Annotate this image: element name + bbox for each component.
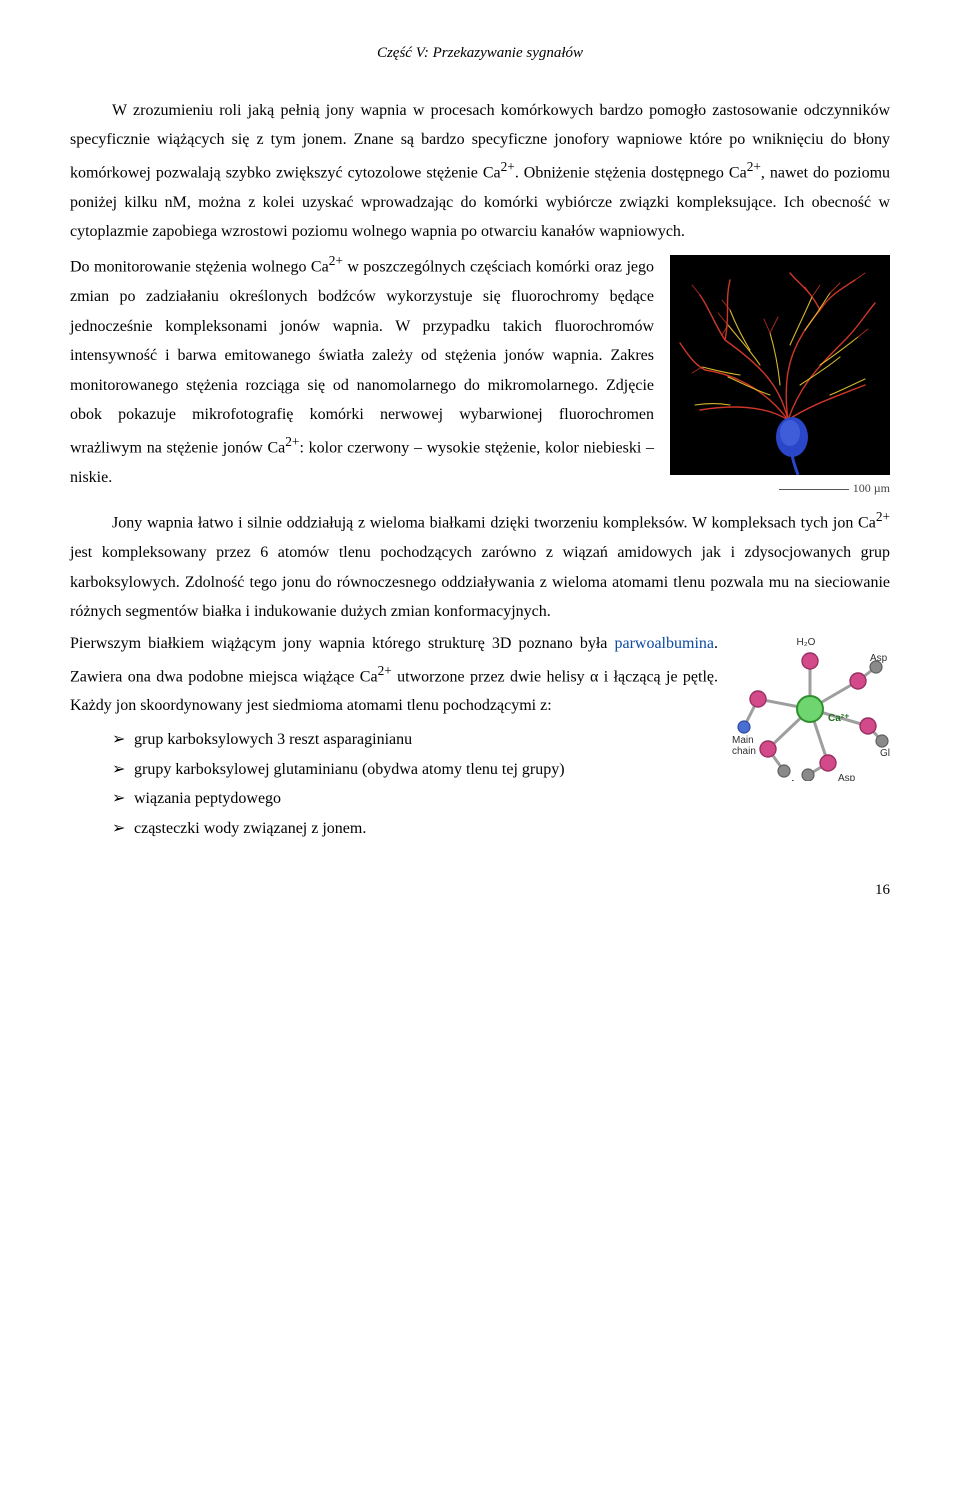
page-header: Część V: Przekazywanie sygnałów [70,40,890,68]
ca-sup-2: 2+ [747,159,761,174]
scalebar-label: 100 µm [853,481,890,495]
neuron-figure: 100 µm [670,255,890,499]
scalebar-line-icon [779,489,849,490]
ca-sup-1: 2+ [501,159,515,174]
ca-sup-4: 2+ [285,434,299,449]
p2-text-b: w poszczególnych częściach komórki oraz … [70,258,654,456]
mol-label-asp1: Asp [870,653,888,664]
parwoalbumina-link[interactable]: parwoalbumina [614,635,714,652]
ca-sup-5: 2+ [876,509,890,524]
p1-text-b: . Obniżenie stężenia dostępnego Ca [515,164,747,181]
neuron-image [670,255,890,475]
page-number-value: 16 [875,882,890,898]
p3-text-b: jest kompleksowany przez 6 atomów tlenu … [70,544,890,620]
p4-text-a: Pierwszym białkiem wiążącym jony wapnia … [70,635,614,652]
list-item-1-text: grup karboksylowych 3 reszt asparaginian… [134,731,412,748]
list-item: grupy karboksylowej glutaminianu (obydwa… [112,755,890,785]
ca-sup-6: 2+ [378,663,392,678]
list-item-3-text: wiązania peptydowego [134,790,281,807]
list-item-2-text: grupy karboksylowej glutaminianu (obydwa… [134,761,565,778]
coordination-list: grup karboksylowych 3 reszt asparaginian… [70,725,890,843]
ca-sup-3: 2+ [329,253,343,268]
mol-label-ca: Ca²⁺ [828,713,849,724]
p3-text-a: Jony wapnia łatwo i silnie oddziałują z … [112,515,876,532]
list-item: grup karboksylowych 3 reszt asparaginian… [112,725,890,755]
p2-text-a: Do monitorowanie stężenia wolnego Ca [70,258,329,275]
list-item: wiązania peptydowego [112,784,890,814]
list-item: cząsteczki wody związanej z jonem. [112,814,890,844]
list-item-4-text: cząsteczki wody związanej z jonem. [134,820,366,837]
paragraph-3: Jony wapnia łatwo i silnie oddziałują z … [70,505,890,627]
page-number: 16 [70,877,890,905]
neuron-scalebar: 100 µm [670,475,890,499]
mol-label-h2o: H₂O [797,637,816,648]
page-header-text: Część V: Przekazywanie sygnałów [377,45,583,61]
paragraph-1: W zrozumieniu roli jaką pełnią jony wapn… [70,96,890,247]
